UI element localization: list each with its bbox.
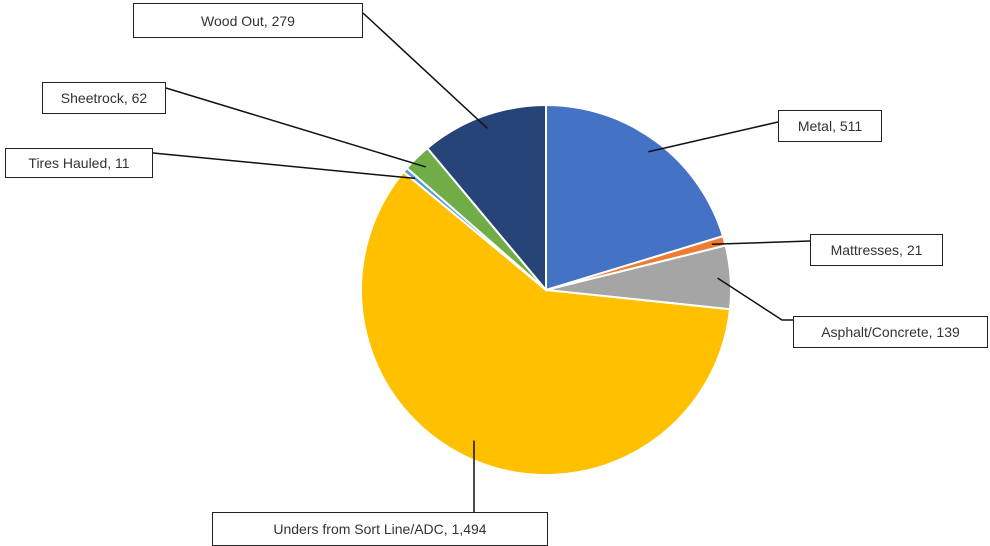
pie-slice — [545, 103, 725, 292]
value-label: 21 — [906, 242, 923, 258]
category-label: Metal — [798, 118, 840, 134]
value-label: 1,494 — [451, 521, 487, 537]
leader-line — [648, 121, 779, 153]
data-label: Tires Hauled11 — [5, 148, 153, 178]
value-label: 139 — [936, 324, 960, 340]
value-label: 11 — [115, 155, 130, 171]
leader-line — [152, 152, 416, 180]
value-label: 511 — [839, 118, 863, 134]
value-label: 62 — [131, 90, 148, 106]
category-label: Sheetrock — [61, 90, 132, 106]
leader-line — [711, 240, 811, 246]
data-label: Unders from Sort Line/ADC1,494 — [212, 512, 548, 546]
pie-slice — [425, 103, 547, 293]
category-label: Unders from Sort Line/ADC — [273, 521, 451, 537]
data-label: Metal511 — [778, 110, 882, 142]
category-label: Tires Hauled — [28, 155, 115, 171]
leader-line — [362, 12, 488, 129]
data-label: Asphalt/Concrete139 — [793, 316, 988, 348]
leader-line — [165, 87, 426, 168]
category-label: Wood Out — [201, 13, 272, 29]
category-label: Mattresses — [831, 242, 907, 258]
data-label: Wood Out279 — [133, 3, 363, 38]
data-label: Sheetrock62 — [42, 82, 166, 114]
leader-line — [717, 277, 793, 321]
data-label: Mattresses21 — [810, 234, 943, 266]
value-label: 279 — [271, 12, 295, 29]
category-label: Asphalt/Concrete — [821, 324, 936, 340]
